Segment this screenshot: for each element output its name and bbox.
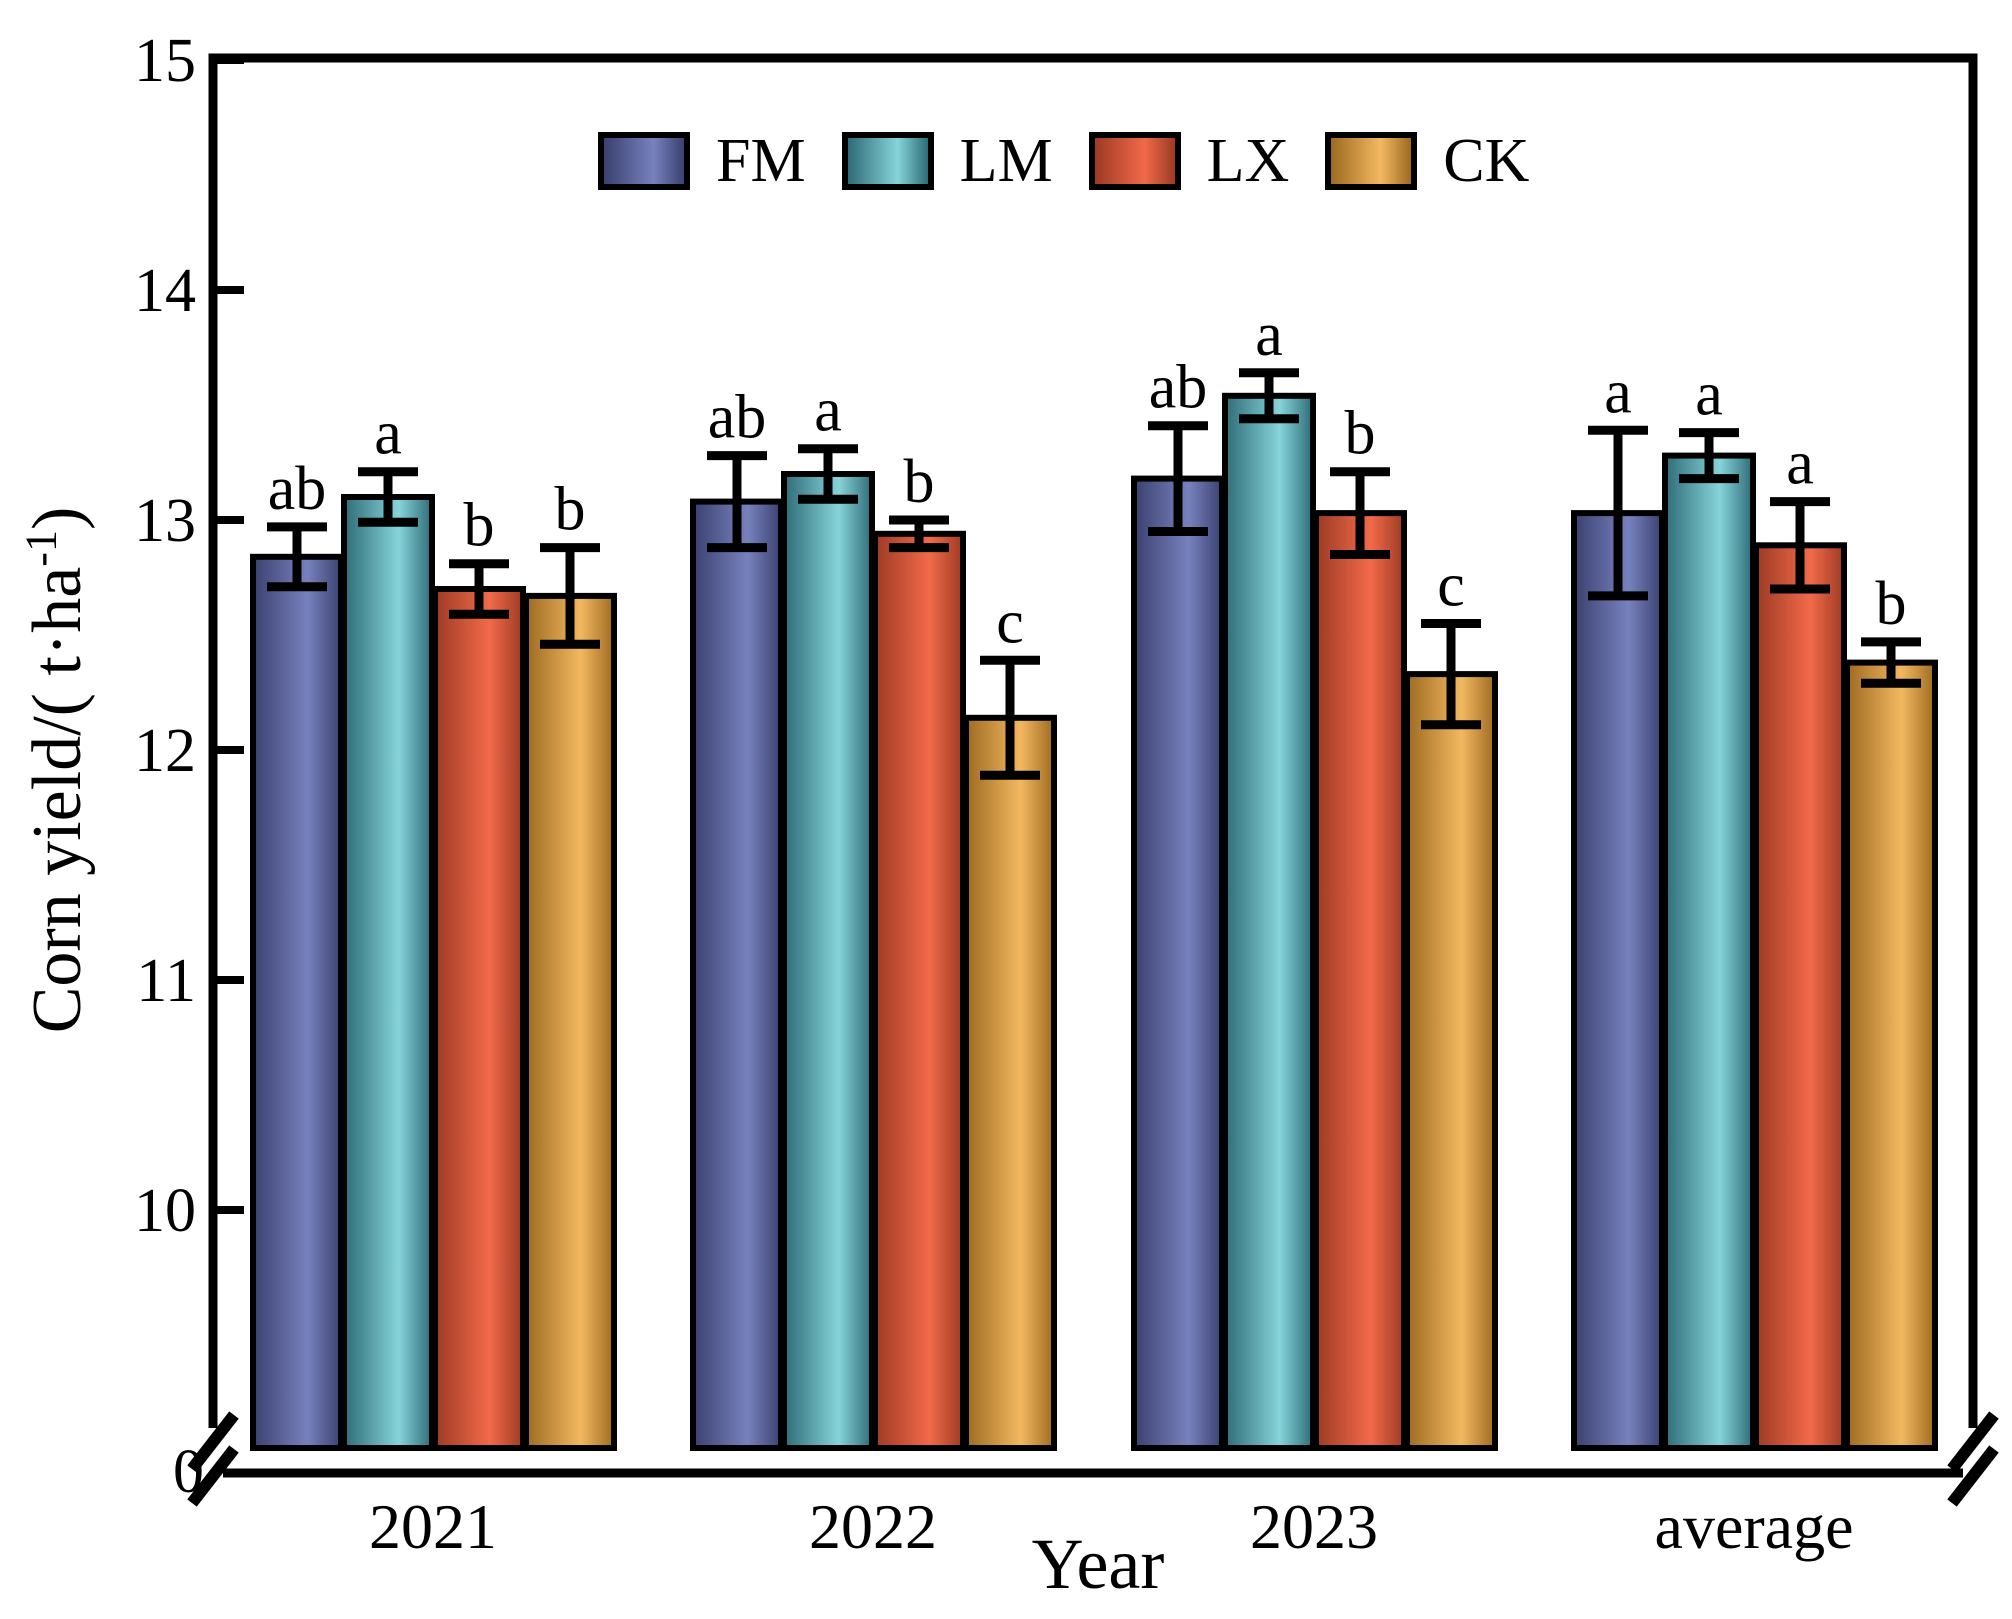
sig-letter-LM-2023: a	[1255, 301, 1283, 369]
error-bar-LX-2021	[449, 559, 509, 619]
bar-LX-2022	[872, 530, 966, 1451]
error-bar-CK-2021	[540, 543, 600, 649]
error-bar-LM-average	[1679, 428, 1739, 484]
bar-LX-2023	[1313, 510, 1407, 1451]
y-axis-title-close: )	[19, 506, 96, 531]
error-bar-LX-2023	[1330, 467, 1390, 559]
y-tick-label-11: 11	[136, 947, 196, 1015]
x-axis-title: Year	[1031, 1524, 1165, 1604]
error-bar-FM-2023	[1148, 421, 1208, 536]
bar-FM-2023	[1131, 475, 1225, 1452]
sig-letter-LX-2023: b	[1345, 400, 1376, 468]
sig-letter-CK-average: b	[1876, 570, 1907, 638]
bar-CK-2021	[523, 592, 617, 1451]
bar-LM-2022	[781, 471, 875, 1451]
axis-break-left	[187, 1411, 239, 1507]
legend-swatch-ck	[1325, 132, 1418, 190]
bar-LM-2021	[341, 494, 435, 1451]
bar-FM-2021	[250, 553, 344, 1451]
error-bar-LM-2021	[358, 467, 418, 527]
x-tick-label-2023: 2023	[1250, 1491, 1378, 1562]
legend-label-lx: LX	[1206, 127, 1290, 195]
legend: FM LM LX CK	[598, 130, 1529, 192]
error-bar-LX-2022	[889, 515, 949, 553]
y-axis-title-sup: -1	[16, 530, 66, 567]
y-tick-label-14: 14	[134, 257, 196, 325]
bar-LX-2021	[432, 586, 526, 1451]
bar-CK-2023	[1404, 671, 1498, 1451]
y-axis-title-main: Corn yield/( t·ha	[19, 566, 96, 1034]
sig-letter-FM-average: a	[1604, 358, 1632, 426]
legend-item-ck: CK	[1325, 130, 1529, 192]
sig-letter-LM-average: a	[1695, 361, 1723, 429]
sig-letter-CK-2021: b	[555, 476, 586, 544]
bar-CK-average	[1844, 659, 1938, 1451]
bar-FM-2022	[690, 498, 784, 1452]
axis-break-right	[1947, 1411, 1999, 1507]
error-bar-CK-2023	[1421, 619, 1481, 730]
y-axis-title: Corn yield/( t·ha-1)	[13, 320, 103, 1220]
sig-letter-FM-2023: ab	[1149, 354, 1208, 422]
bar-CK-2022	[963, 714, 1057, 1451]
sig-letter-LX-2022: b	[904, 448, 935, 516]
sig-letter-CK-2022: c	[996, 588, 1024, 656]
sig-letter-LX-average: a	[1786, 430, 1814, 498]
error-bar-LX-average	[1770, 497, 1830, 594]
x-tick-label-2021: 2021	[369, 1491, 497, 1562]
y-tick-label-13: 13	[134, 487, 196, 555]
y-tick-label-10: 10	[134, 1177, 196, 1245]
error-bar-FM-average	[1588, 425, 1648, 601]
sig-letter-LM-2021: a	[374, 400, 402, 468]
legend-swatch-lm	[841, 132, 934, 190]
x-tick-label-average: average	[1655, 1491, 1854, 1562]
error-bar-LM-2023	[1239, 368, 1299, 424]
error-bar-CK-average	[1861, 637, 1921, 688]
x-tick-label-2022: 2022	[809, 1491, 937, 1562]
plot-border	[208, 53, 1978, 1478]
legend-label-fm: FM	[716, 127, 806, 195]
legend-item-fm: FM	[598, 130, 806, 192]
y-tick-label-12: 12	[134, 717, 196, 785]
legend-label-lm: LM	[959, 127, 1053, 195]
bar-LM-2023	[1222, 392, 1316, 1451]
error-bar-CK-2022	[980, 655, 1040, 780]
sig-letter-LM-2022: a	[814, 377, 842, 445]
sig-letter-LX-2021: b	[464, 492, 495, 560]
legend-swatch-fm	[598, 132, 690, 190]
error-bar-FM-2021	[267, 522, 327, 592]
legend-item-lm: LM	[841, 127, 1053, 195]
bar-LM-average	[1662, 452, 1756, 1452]
error-bar-LM-2022	[798, 444, 858, 504]
sig-letter-CK-2023: c	[1437, 552, 1465, 620]
sig-letter-FM-2021: ab	[268, 455, 327, 523]
legend-swatch-lx	[1088, 132, 1181, 190]
bar-FM-average	[1571, 510, 1665, 1451]
y-tick-label-15: 15	[134, 27, 196, 95]
sig-letter-FM-2022: ab	[708, 384, 767, 452]
legend-label-ck: CK	[1443, 127, 1530, 195]
legend-item-lx: LX	[1088, 127, 1290, 195]
error-bar-FM-2022	[707, 451, 767, 553]
bar-LX-average	[1753, 542, 1847, 1451]
